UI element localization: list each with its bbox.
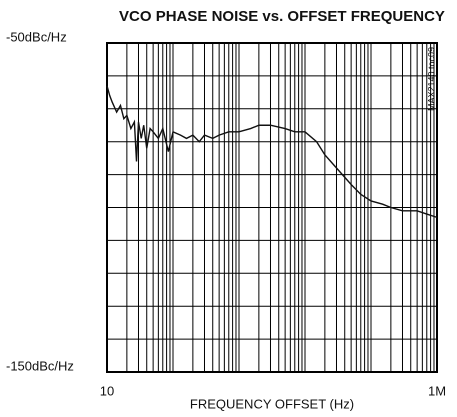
annotation: MAX2140 toc09 xyxy=(426,47,436,111)
x-tick-label: 10 xyxy=(100,383,114,398)
y-tick-label: -50dBc/Hz xyxy=(6,29,67,44)
x-axis-label: FREQUENCY OFFSET (Hz) xyxy=(190,396,354,411)
x-tick-label: 1M xyxy=(428,383,446,398)
data-line xyxy=(106,85,438,219)
y-tick-label: -150dBc/Hz xyxy=(6,358,74,373)
plot-frame xyxy=(106,42,438,373)
chart-title: VCO PHASE NOISE vs. OFFSET FREQUENCY xyxy=(119,8,445,25)
